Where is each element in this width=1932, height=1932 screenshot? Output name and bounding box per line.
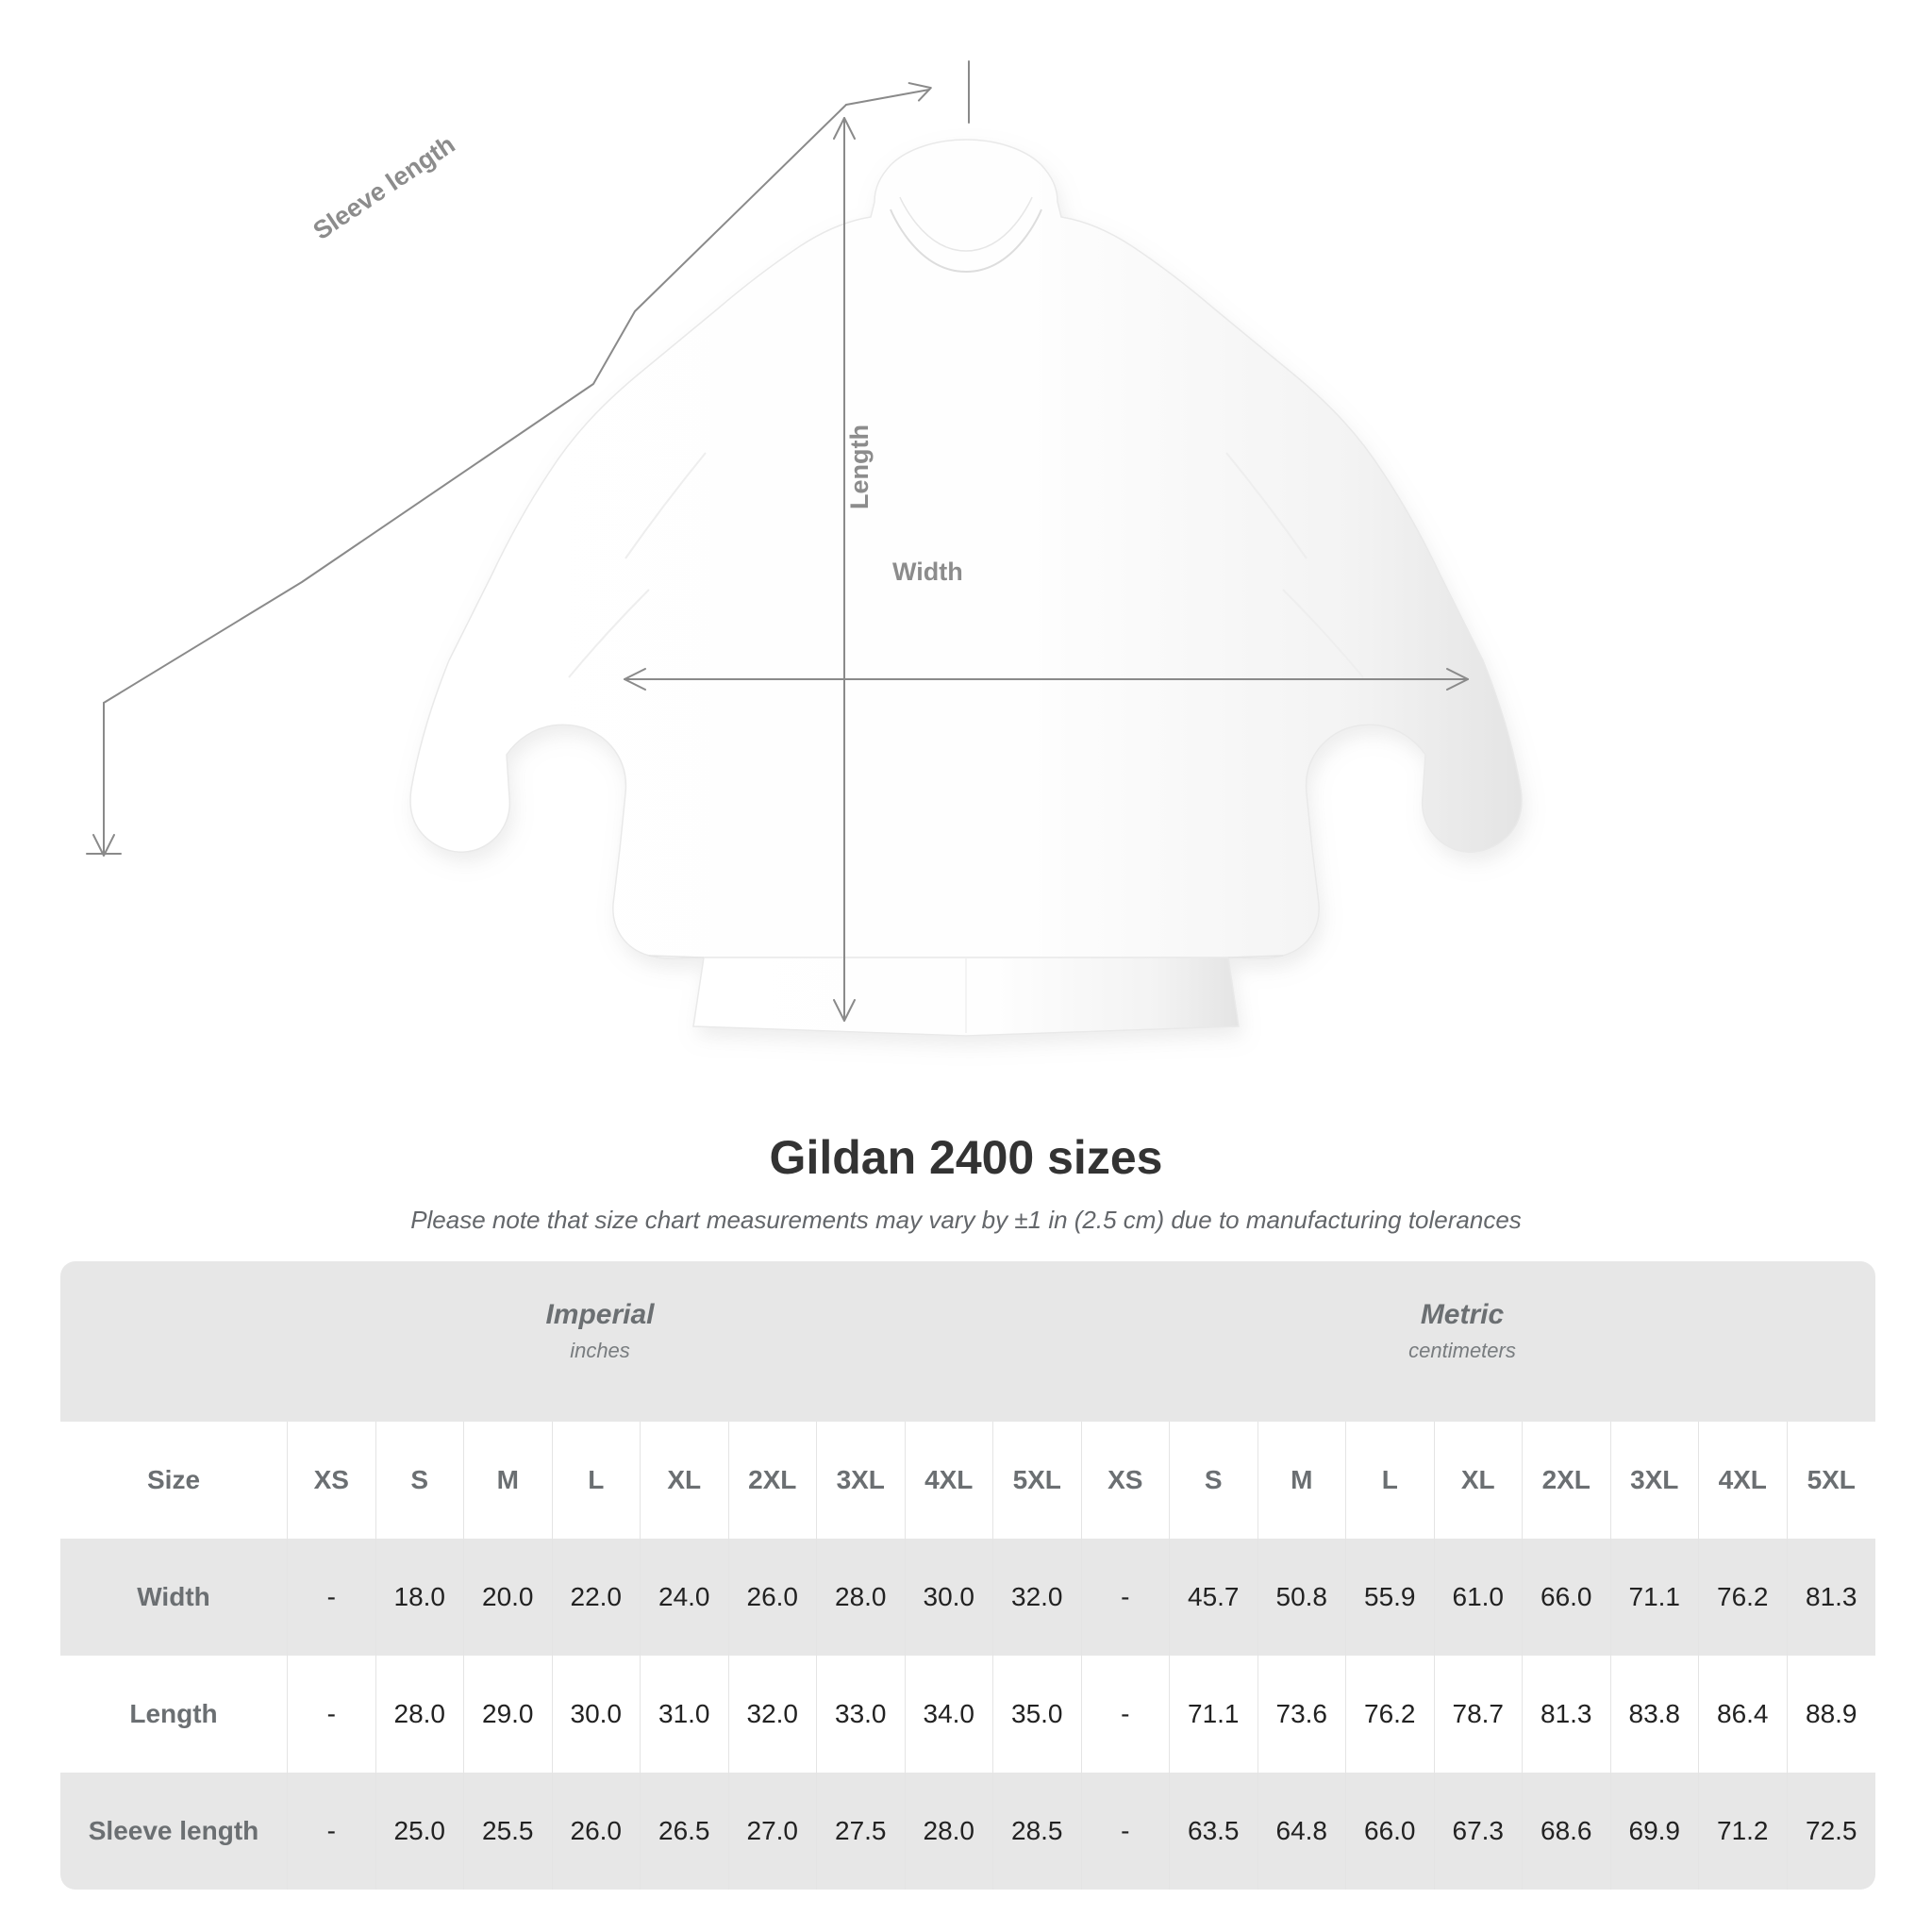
svg-text:Length: Length (845, 425, 874, 509)
svg-text:Width: Width (892, 558, 963, 586)
svg-text:Sleeve length: Sleeve length (308, 130, 460, 245)
